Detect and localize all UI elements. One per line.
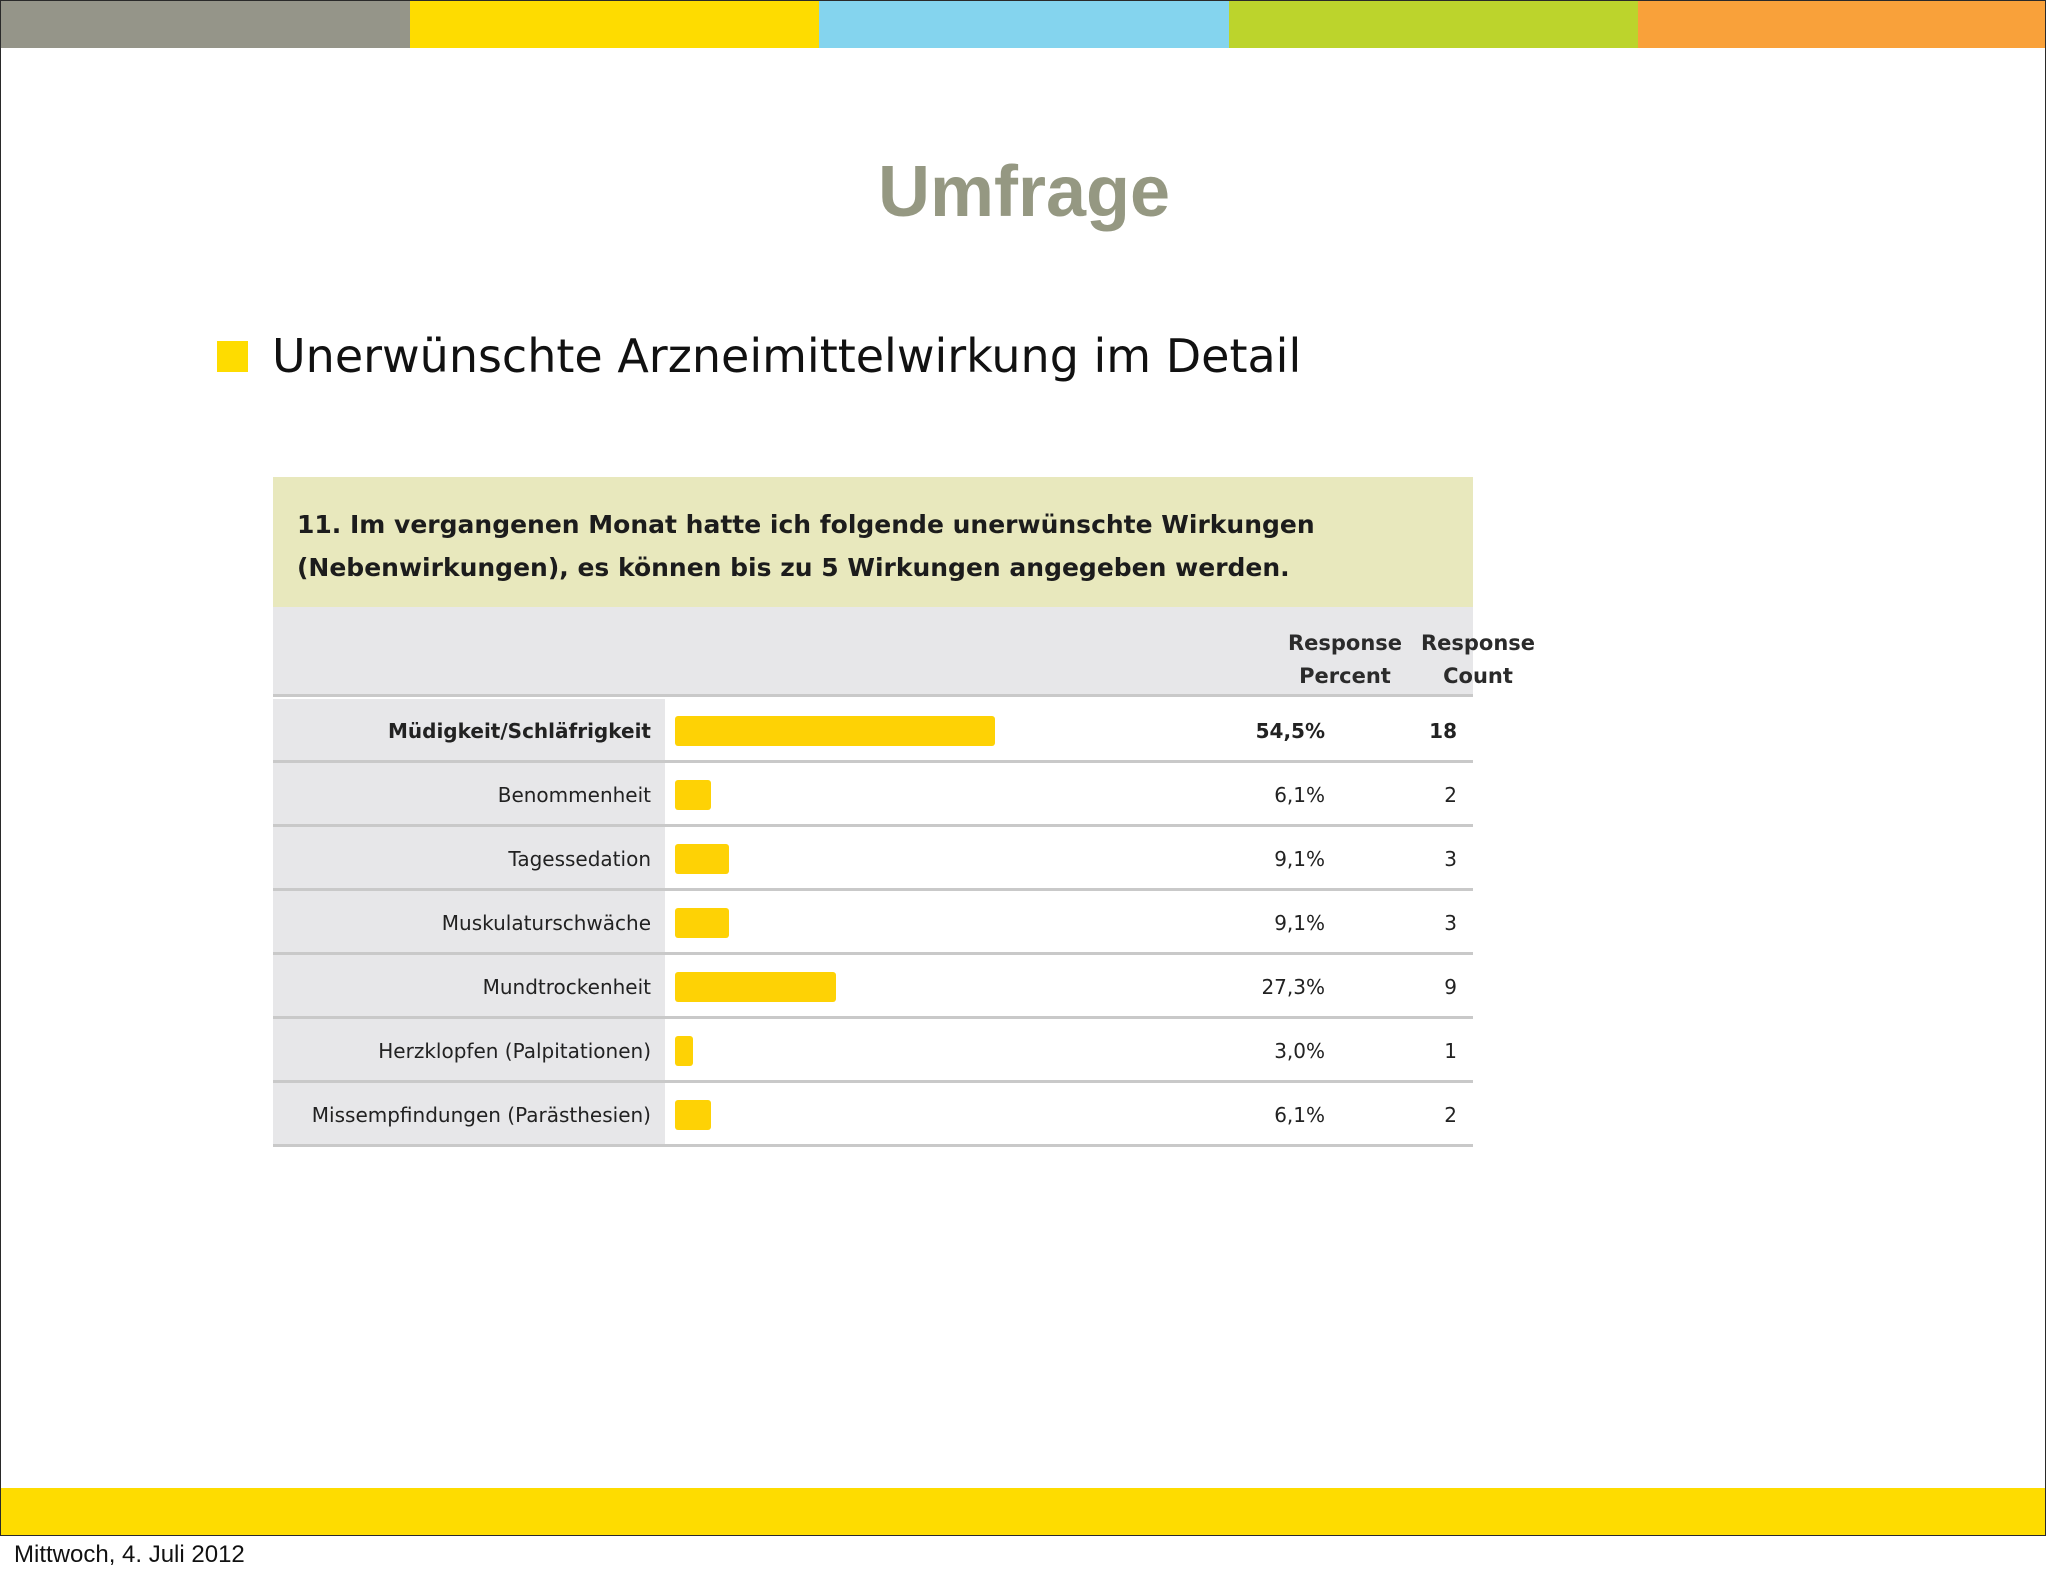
question-line-1: 11. Im vergangenen Monat hatte ich folge…: [297, 510, 1315, 539]
column-header-count-line-1: Response: [1420, 631, 1536, 655]
table-row: Müdigkeit/Schläfrigkeit 54,5% 18: [273, 699, 1473, 763]
row-divider: [273, 888, 1473, 891]
row-label: Mundtrockenheit: [482, 975, 651, 999]
stripe-orange: [1637, 1, 2045, 48]
stripe-blue: [819, 1, 1229, 48]
slide-title: Umfrage: [877, 152, 1171, 232]
table-row: Benommenheit 6,1% 2: [273, 763, 1473, 827]
row-percent: 27,3%: [1261, 975, 1325, 999]
column-header-count: Response Count: [1413, 627, 1543, 693]
table-row: Missempfindungen (Parästhesien) 6,1% 2: [273, 1083, 1473, 1147]
row-label: Benommenheit: [497, 783, 651, 807]
row-divider: [273, 952, 1473, 955]
question-line-2: (Nebenwirkungen), es können bis zu 5 Wir…: [297, 553, 1290, 582]
row-count: 1: [1444, 1039, 1457, 1063]
column-header-percent-line-1: Response: [1287, 631, 1403, 655]
row-label: Muskulaturschwäche: [441, 911, 651, 935]
bar: [675, 908, 729, 938]
bullet-item: Unerwünschte Arzneimittelwirkung im Deta…: [217, 326, 1301, 386]
row-divider: [273, 1016, 1473, 1019]
row-divider: [273, 760, 1473, 763]
row-percent: 54,5%: [1255, 719, 1325, 743]
column-header-row: [273, 607, 1473, 697]
column-header-percent-line-2: Percent: [1299, 664, 1391, 688]
footer-date: Mittwoch, 4. Juli 2012: [14, 1541, 245, 1568]
row-divider: [273, 1080, 1473, 1083]
row-count: 3: [1444, 911, 1457, 935]
bar: [675, 1036, 693, 1066]
row-count: 2: [1444, 783, 1457, 807]
row-count: 2: [1444, 1103, 1457, 1127]
bar: [675, 972, 836, 1002]
column-header-percent: Response Percent: [1280, 627, 1410, 693]
stripe-gray: [1, 1, 411, 48]
row-percent: 6,1%: [1274, 783, 1325, 807]
stripe-yellow: [410, 1, 820, 48]
row-label: Missempfindungen (Parästhesien): [311, 1103, 651, 1127]
row-count: 9: [1444, 975, 1457, 999]
bar: [675, 844, 729, 874]
row-bar-area: [665, 1083, 1473, 1147]
row-percent: 3,0%: [1274, 1039, 1325, 1063]
survey-result-panel: 11. Im vergangenen Monat hatte ich folge…: [273, 477, 1535, 1150]
row-label: Müdigkeit/Schläfrigkeit: [387, 719, 651, 743]
bullet-text: Unerwünschte Arzneimittelwirkung im Deta…: [272, 329, 1302, 383]
bar: [675, 716, 996, 746]
table-row: Tagessedation 9,1% 3: [273, 827, 1473, 891]
row-bar-area: [665, 1019, 1473, 1083]
table-row: Herzklopfen (Palpitationen) 3,0% 1: [273, 1019, 1473, 1083]
row-bar-area: [665, 763, 1473, 827]
stripe-green: [1228, 1, 1638, 48]
bullet-square-icon: [217, 340, 248, 372]
bar: [675, 1100, 711, 1130]
row-label: Herzklopfen (Palpitationen): [378, 1039, 651, 1063]
table-row: Mundtrockenheit 27,3% 9: [273, 955, 1473, 1019]
column-header-count-line-2: Count: [1443, 664, 1513, 688]
footer-bar: [1, 1488, 2045, 1535]
row-divider: [273, 1144, 1473, 1147]
slide: Umfrage Unerwünschte Arzneimittelwirkung…: [0, 0, 2046, 1536]
row-percent: 9,1%: [1274, 911, 1325, 935]
row-count: 3: [1444, 847, 1457, 871]
row-bar-area: [665, 891, 1473, 955]
row-percent: 6,1%: [1274, 1103, 1325, 1127]
row-label: Tagessedation: [508, 847, 651, 871]
row-bar-area: [665, 827, 1473, 891]
row-percent: 9,1%: [1274, 847, 1325, 871]
question-header: 11. Im vergangenen Monat hatte ich folge…: [273, 477, 1473, 607]
row-count: 18: [1429, 719, 1457, 743]
bar: [675, 780, 711, 810]
table-row: Muskulaturschwäche 9,1% 3: [273, 891, 1473, 955]
row-divider: [273, 824, 1473, 827]
color-stripe-header: [1, 1, 2045, 48]
